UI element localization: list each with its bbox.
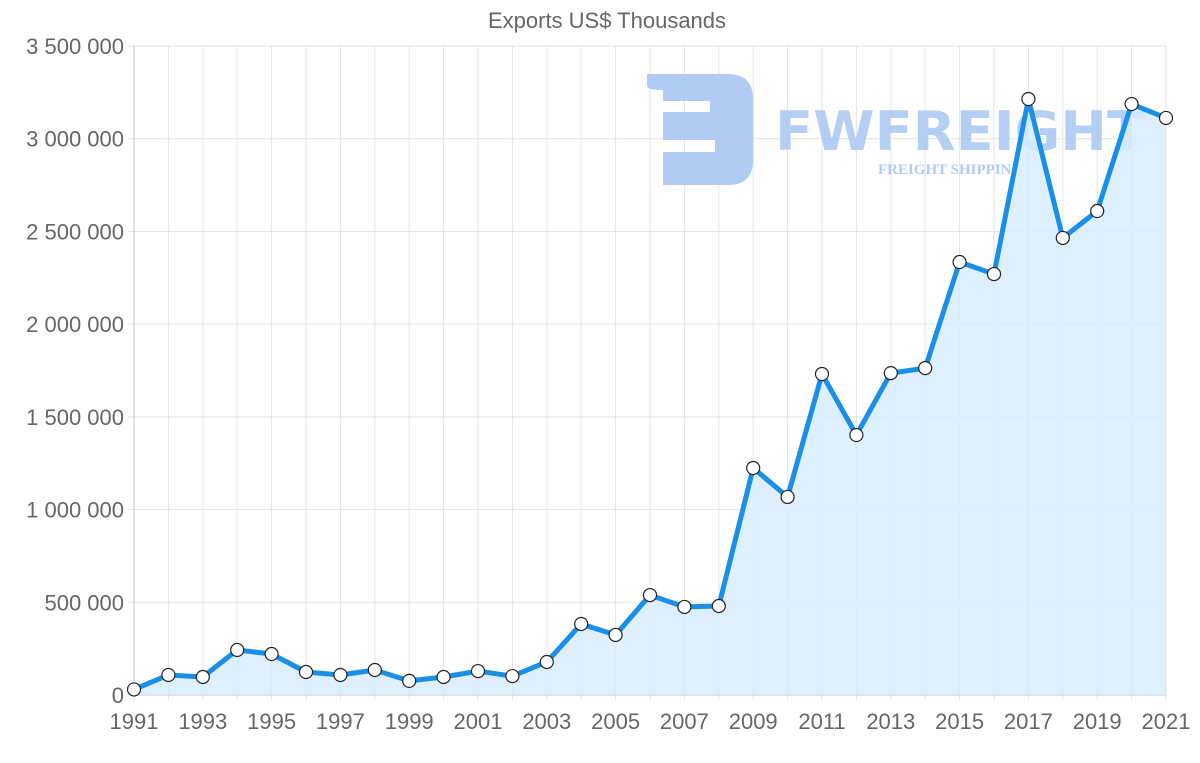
data-point-marker[interactable] <box>1055 230 1070 246</box>
x-tick-label: 2001 <box>454 709 503 734</box>
x-tick-label: 2017 <box>1004 709 1053 734</box>
watermark-brand: FWFREIGHT <box>775 100 1145 163</box>
x-tick-label: 1995 <box>247 709 296 734</box>
area-fill <box>134 99 1166 695</box>
y-tick-label: 3 000 000 <box>26 127 124 152</box>
data-point-marker[interactable] <box>574 616 589 632</box>
data-point-marker[interactable] <box>333 667 348 683</box>
x-tick-label: 1993 <box>178 709 227 734</box>
data-point-marker[interactable] <box>711 598 726 614</box>
y-tick-label: 2 000 000 <box>26 312 124 337</box>
watermark-tagline: FREIGHT SHIPPING <box>878 162 1023 178</box>
data-point-marker[interactable] <box>1090 203 1105 219</box>
x-tick-label: 2019 <box>1073 709 1122 734</box>
data-point-marker[interactable] <box>367 662 382 678</box>
data-point-marker[interactable] <box>1021 91 1036 107</box>
x-tick-label: 2005 <box>591 709 640 734</box>
data-point-marker[interactable] <box>608 627 623 643</box>
x-axis-labels: 1991 1993 1995 1997 1999 2001 2003 2005 2007 2009… <box>110 709 1191 734</box>
chart-title: Exports US$ Thousands <box>487 8 727 33</box>
y-tick-label: 0 <box>112 683 124 708</box>
data-point-marker[interactable] <box>780 489 795 505</box>
data-point-marker[interactable] <box>505 668 520 684</box>
x-tick-label: 1991 <box>110 709 159 734</box>
y-tick-label: 1 000 000 <box>26 498 124 523</box>
data-point-marker[interactable] <box>1124 96 1139 112</box>
data-points <box>126 91 1174 697</box>
data-point-marker[interactable] <box>952 254 967 270</box>
data-point-marker[interactable] <box>918 360 933 376</box>
data-point-marker[interactable] <box>264 646 279 662</box>
watermark-logo: FWFREIGHT FREIGHT SHIPPING <box>647 74 1145 185</box>
data-point-marker[interactable] <box>677 599 692 615</box>
data-point-marker[interactable] <box>1158 110 1174 126</box>
y-tick-label: 1 500 000 <box>26 405 124 430</box>
data-point-marker[interactable] <box>195 669 210 685</box>
y-tick-label: 500 000 <box>44 590 124 615</box>
data-point-marker[interactable] <box>539 654 554 670</box>
data-point-marker[interactable] <box>402 673 417 689</box>
x-tick-label: 1997 <box>316 709 365 734</box>
x-tick-label: 2007 <box>660 709 709 734</box>
data-point-marker[interactable] <box>161 667 176 683</box>
y-axis-labels: 0 500 000 1 000 000 1 500 000 2 000 000 2 500… <box>26 34 124 708</box>
data-point-marker[interactable] <box>986 266 1002 282</box>
y-tick-label: 3 500 000 <box>26 34 124 59</box>
data-point-marker[interactable] <box>298 664 314 680</box>
data-point-marker[interactable] <box>814 366 830 382</box>
data-point-marker[interactable] <box>883 365 898 381</box>
data-point-marker[interactable] <box>470 663 486 679</box>
y-tick-label: 2 500 000 <box>26 219 124 244</box>
logo-mark-icon <box>647 74 753 185</box>
data-point-marker[interactable] <box>436 669 451 685</box>
x-tick-label: 2003 <box>522 709 571 734</box>
data-point-marker[interactable] <box>642 587 658 603</box>
data-point-marker[interactable] <box>849 427 864 443</box>
x-tick-label: 2009 <box>729 709 778 734</box>
x-tick-label: 2013 <box>866 709 915 734</box>
x-tick-label: 2011 <box>798 709 845 734</box>
data-point-marker[interactable] <box>746 460 761 476</box>
x-tick-label: 1999 <box>385 709 434 734</box>
data-point-marker[interactable] <box>126 682 142 697</box>
data-point-marker[interactable] <box>230 642 245 658</box>
x-tick-label: 2021 <box>1142 709 1191 734</box>
x-tick-label: 2015 <box>935 709 984 734</box>
